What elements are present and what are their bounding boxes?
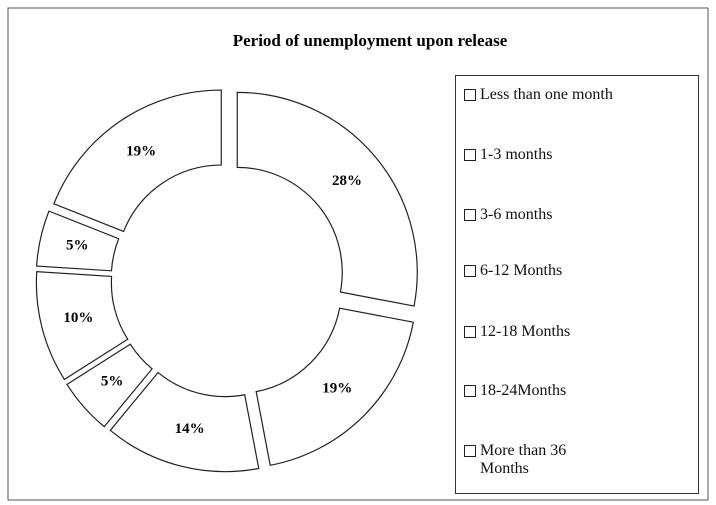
legend-label: 1-3 months [480, 146, 553, 163]
donut-segment [35, 271, 129, 381]
legend-item: 12-18 Months [464, 323, 694, 341]
donut-segment [36, 210, 120, 272]
legend-swatch [464, 385, 476, 397]
legend-label: 12-18 Months [480, 323, 571, 340]
donut-segment [66, 343, 153, 428]
donut-segment [255, 307, 414, 466]
donut-segment [236, 91, 418, 307]
legend-item: 18-24Months [464, 382, 694, 400]
legend-item: Less than one month [464, 86, 694, 104]
legend-swatch [464, 326, 476, 338]
legend-item: 1-3 months [464, 146, 694, 164]
data-label: 28% [332, 173, 362, 189]
legend-item: More than 36 Months [464, 442, 694, 478]
donut-segment [53, 89, 222, 233]
data-label: 19% [322, 381, 352, 397]
legend-label: More than 36 Months [480, 442, 567, 477]
data-label: 5% [101, 374, 124, 390]
data-label: 10% [63, 310, 93, 326]
data-label: 5% [66, 238, 89, 254]
legend-label: 18-24Months [480, 382, 567, 399]
legend: Less than one month 1-3 months 3-6 months 6… [455, 75, 699, 494]
legend-swatch [464, 445, 476, 457]
donut-segment [109, 371, 260, 473]
legend-label: 3-6 months [480, 206, 553, 223]
legend-swatch [464, 149, 476, 161]
chart-border [7, 7, 709, 501]
legend-item: 6-12 Months [464, 262, 694, 280]
data-label: 14% [175, 421, 205, 437]
legend-label: Less than one month [480, 86, 613, 103]
legend-swatch [464, 265, 476, 277]
legend-swatch [464, 89, 476, 101]
legend-swatch [464, 209, 476, 221]
data-label: 19% [126, 144, 156, 160]
legend-item: 3-6 months [464, 206, 694, 224]
chart-title: Period of unemployment upon release [233, 31, 508, 50]
legend-label: 6-12 Months [480, 262, 563, 279]
